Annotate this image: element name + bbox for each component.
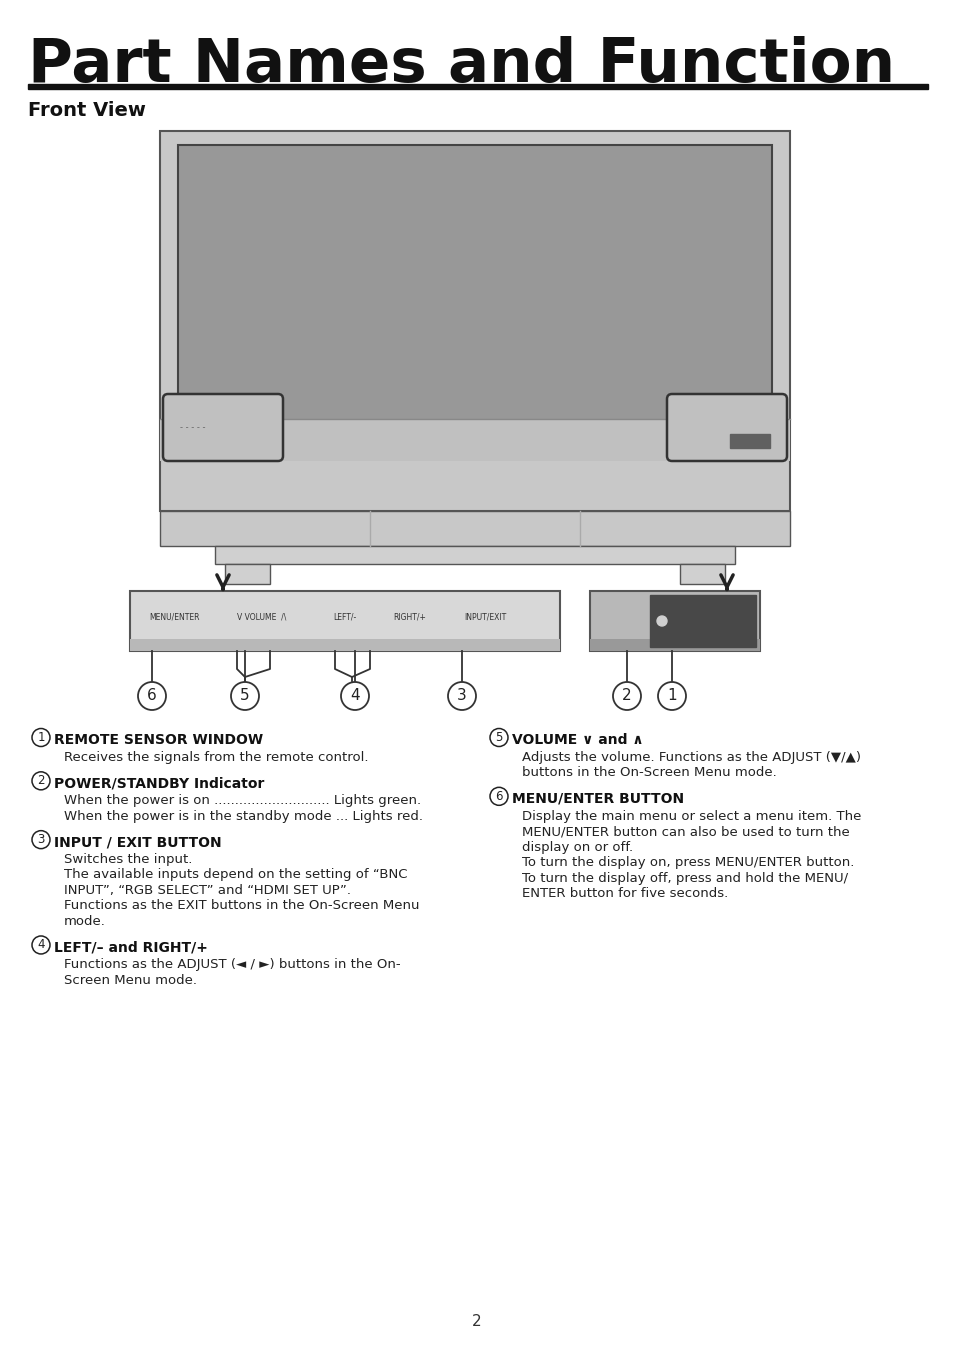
Circle shape [231, 682, 258, 711]
Bar [178, 145, 771, 422]
Text: INPUT/EXIT: INPUT/EXIT [463, 612, 506, 621]
Bar [589, 639, 760, 651]
Circle shape [138, 682, 166, 711]
Text: Part Names and Function: Part Names and Function [28, 36, 894, 95]
Text: Functions as the ADJUST (◄ / ►) buttons in the On-: Functions as the ADJUST (◄ / ►) buttons … [64, 958, 400, 971]
Text: V VOLUME  /\: V VOLUME /\ [237, 612, 287, 621]
Bar [130, 639, 559, 651]
Text: INPUT / EXIT BUTTON: INPUT / EXIT BUTTON [54, 835, 221, 850]
Bar [679, 563, 724, 584]
Text: Functions as the EXIT buttons in the On-Screen Menu: Functions as the EXIT buttons in the On-… [64, 900, 419, 912]
Text: mode.: mode. [64, 915, 106, 928]
Text: 2: 2 [621, 689, 631, 704]
Text: 3: 3 [456, 689, 466, 704]
Circle shape [32, 831, 50, 848]
Bar [160, 511, 789, 546]
Bar [160, 419, 789, 461]
Text: Display the main menu or select a menu item. The: Display the main menu or select a menu i… [521, 809, 861, 823]
Circle shape [490, 788, 507, 805]
Text: To turn the display off, press and hold the MENU/: To turn the display off, press and hold … [521, 871, 847, 885]
Text: 5: 5 [495, 731, 502, 744]
Text: The available inputs depend on the setting of “BNC: The available inputs depend on the setti… [64, 869, 407, 881]
Circle shape [32, 936, 50, 954]
Circle shape [32, 728, 50, 747]
Text: Adjusts the volume. Functions as the ADJUST (▼/▲): Adjusts the volume. Functions as the ADJ… [521, 751, 861, 763]
Bar [225, 563, 270, 584]
Text: VOLUME ∨ and ∧: VOLUME ∨ and ∧ [512, 734, 643, 747]
Text: To turn the display on, press MENU/ENTER button.: To turn the display on, press MENU/ENTER… [521, 857, 854, 869]
Text: Switches the input.: Switches the input. [64, 852, 193, 866]
Text: 5: 5 [240, 689, 250, 704]
Text: When the power is on ............................ Lights green.: When the power is on ...................… [64, 794, 420, 807]
Circle shape [658, 682, 685, 711]
Text: INPUT”, “RGB SELECT” and “HDMI SET UP”.: INPUT”, “RGB SELECT” and “HDMI SET UP”. [64, 884, 351, 897]
Bar [729, 434, 769, 449]
Bar [589, 590, 760, 651]
Bar [160, 131, 789, 511]
Text: POWER/STANDBY Indicator: POWER/STANDBY Indicator [54, 777, 264, 790]
Circle shape [32, 771, 50, 790]
FancyBboxPatch shape [666, 394, 786, 461]
Text: display on or off.: display on or off. [521, 840, 633, 854]
Text: 6: 6 [495, 790, 502, 802]
Text: 3: 3 [37, 834, 45, 846]
Text: 4: 4 [37, 939, 45, 951]
Text: MENU/ENTER button can also be used to turn the: MENU/ENTER button can also be used to tu… [521, 825, 849, 838]
Text: REMOTE SENSOR WINDOW: REMOTE SENSOR WINDOW [54, 734, 263, 747]
Text: 1: 1 [666, 689, 676, 704]
Bar [130, 590, 559, 651]
Text: 6: 6 [147, 689, 156, 704]
Circle shape [490, 728, 507, 747]
Text: buttons in the On-Screen Menu mode.: buttons in the On-Screen Menu mode. [521, 766, 776, 780]
Text: When the power is in the standby mode ... Lights red.: When the power is in the standby mode ..… [64, 809, 422, 823]
FancyBboxPatch shape [163, 394, 283, 461]
Text: 4: 4 [350, 689, 359, 704]
Text: RIGHT/+: RIGHT/+ [394, 612, 426, 621]
Bar [649, 594, 755, 647]
Text: Front View: Front View [28, 101, 146, 120]
Bar [214, 546, 734, 563]
Text: MENU/ENTER: MENU/ENTER [150, 612, 200, 621]
Text: LEFT/-: LEFT/- [333, 612, 356, 621]
Text: Receives the signals from the remote control.: Receives the signals from the remote con… [64, 751, 368, 763]
Circle shape [448, 682, 476, 711]
Text: MENU/ENTER BUTTON: MENU/ENTER BUTTON [512, 792, 683, 805]
Circle shape [340, 682, 369, 711]
Text: 1: 1 [37, 731, 45, 744]
Text: Screen Menu mode.: Screen Menu mode. [64, 974, 196, 986]
Text: 2: 2 [37, 774, 45, 788]
Text: 2: 2 [472, 1315, 481, 1329]
Circle shape [613, 682, 640, 711]
Circle shape [657, 616, 666, 626]
Text: LEFT/– and RIGHT/+: LEFT/– and RIGHT/+ [54, 940, 208, 954]
Text: ENTER button for five seconds.: ENTER button for five seconds. [521, 888, 727, 900]
Bar [28, 84, 927, 89]
Text: - - - - -: - - - - - [180, 423, 205, 432]
